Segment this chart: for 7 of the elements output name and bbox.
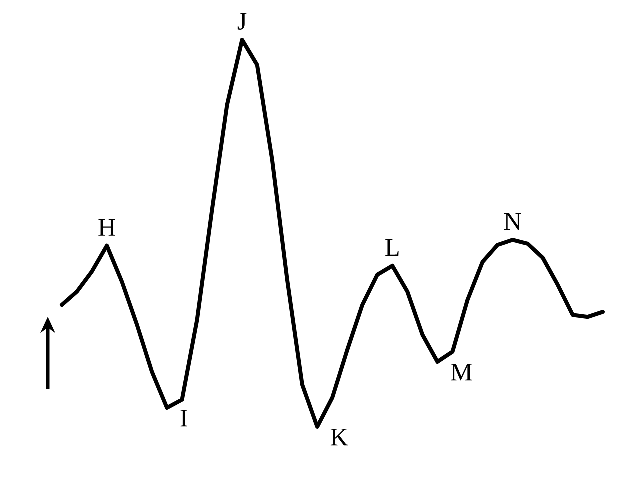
text: J (238, 13, 247, 30)
annotation: I (180, 410, 188, 427)
annotation: L (386, 239, 399, 256)
annotation: N (504, 213, 522, 230)
annotation: M (451, 364, 472, 381)
text: K (330, 429, 348, 446)
annotation: H (98, 219, 116, 236)
